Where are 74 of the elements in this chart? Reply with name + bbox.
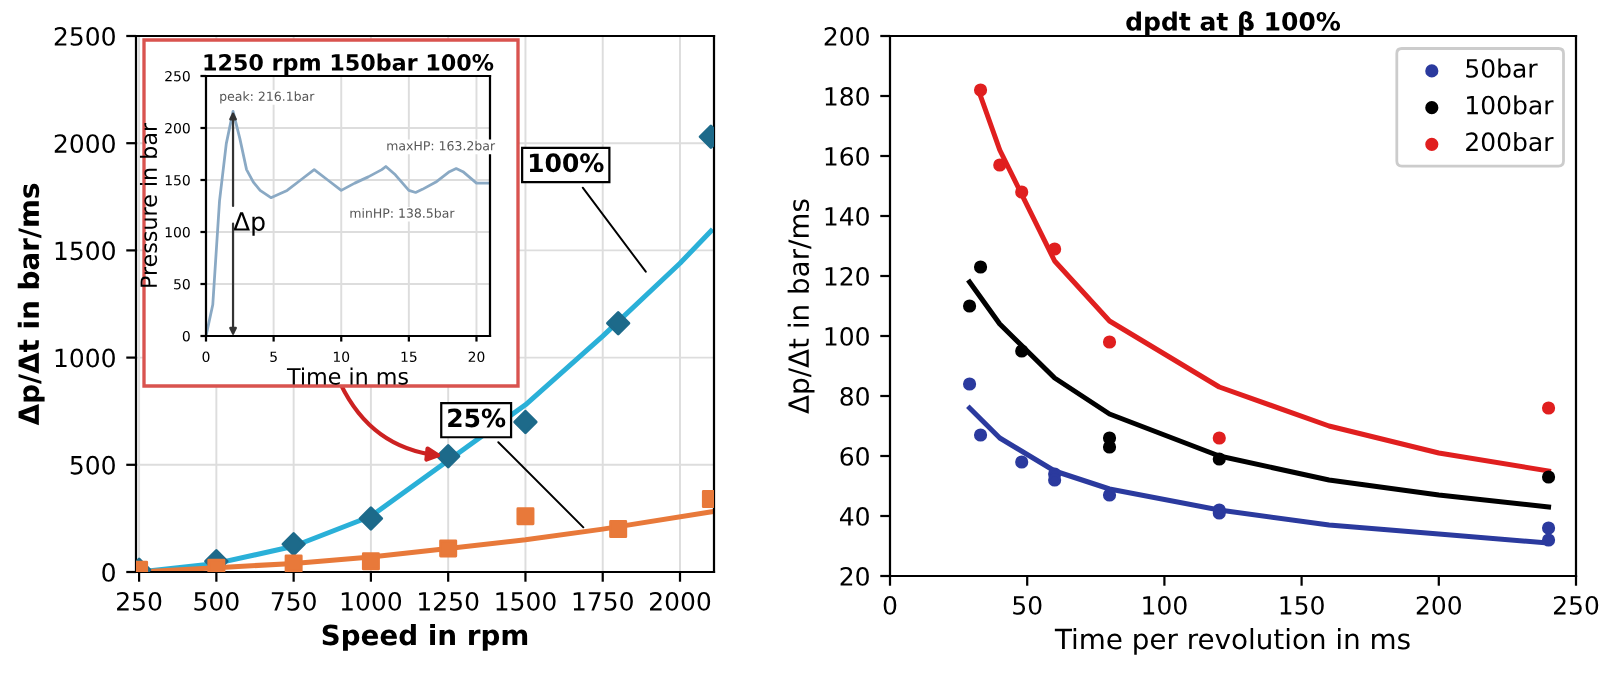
y-tick-label: 1500	[55, 241, 115, 261]
y-tick-label: 200	[824, 26, 869, 46]
chart-title: dpdt at β 100%	[1126, 11, 1341, 36]
line-series	[967, 279, 1552, 510]
y-tick-label: 100	[825, 326, 869, 346]
x-tick-label: 100	[1143, 595, 1187, 615]
legend-label: 200bar	[1466, 131, 1554, 152]
point	[1212, 452, 1226, 466]
point	[1015, 455, 1029, 469]
x-tick-label: 1500	[496, 591, 556, 611]
point	[284, 554, 303, 572]
y-axis-title: Δp/Δt in bar/ms	[787, 199, 815, 414]
point	[1541, 521, 1556, 535]
point	[1102, 335, 1117, 349]
point	[516, 507, 535, 526]
y-tick-label: 40	[839, 506, 869, 526]
annotation: 25%	[448, 408, 506, 428]
y-tick-label: 0	[102, 562, 115, 582]
y-tick-label: 60	[840, 446, 869, 466]
point	[993, 158, 1007, 172]
x-axis-title: Time in ms	[286, 367, 408, 385]
point	[962, 377, 977, 391]
y-axis-title: Pressure in bar	[139, 122, 158, 287]
y-tick-label: 2000	[54, 134, 115, 154]
point	[1102, 440, 1117, 454]
x-tick-label: 50	[1013, 595, 1042, 615]
point	[439, 539, 458, 558]
point	[973, 83, 988, 97]
legend-label: 100bar	[1467, 95, 1554, 115]
x-tick-label: 750	[271, 591, 316, 611]
y-tick-label: 140	[825, 206, 869, 226]
annotation: Δp	[233, 212, 265, 236]
x-tick-label: 0	[883, 595, 897, 615]
y-tick-label: 20	[840, 566, 869, 586]
point	[361, 552, 380, 571]
y-tick-label: 180	[825, 86, 869, 106]
y-tick-label: 120	[825, 266, 869, 286]
x-tick-label: 250	[117, 591, 162, 611]
y-tick-label: 160	[825, 146, 869, 166]
point	[1541, 401, 1556, 415]
point	[1541, 533, 1556, 547]
x-tick-label: 150	[1280, 595, 1324, 615]
x-axis-title: Time per revolution in ms	[1054, 627, 1410, 655]
point	[609, 520, 628, 539]
point	[1015, 185, 1029, 199]
legend-label: 50bar	[1466, 58, 1538, 78]
point	[358, 506, 384, 531]
point	[513, 409, 538, 435]
x-tick-label: 2000	[650, 591, 711, 611]
annotation: 100%	[529, 153, 604, 173]
x-tick-label: 1000	[341, 591, 402, 611]
point	[1212, 431, 1226, 445]
point	[1541, 470, 1556, 484]
x-tick-label: 500	[194, 591, 239, 611]
x-tick-label: 1750	[573, 591, 633, 611]
x-axis-title: Speed in rpm	[322, 623, 528, 651]
point	[962, 299, 977, 313]
chart-title: 1250 rpm 150bar 100%	[204, 53, 494, 76]
point	[606, 311, 631, 336]
x-tick-label: 200	[1416, 595, 1461, 615]
x-tick-label: 1250	[419, 591, 479, 611]
point	[281, 531, 306, 557]
point	[436, 444, 461, 469]
y-axis-title: Δp/Δt in bar/ms	[17, 183, 45, 426]
point	[1048, 242, 1062, 256]
point	[1102, 488, 1117, 502]
x-tick-label: 250	[1553, 595, 1599, 615]
point	[1015, 344, 1029, 358]
y-tick-label: 2500	[54, 26, 115, 46]
point	[973, 428, 988, 442]
point	[973, 260, 988, 274]
y-tick-label: 500	[70, 455, 115, 475]
y-tick-label: 80	[840, 386, 869, 406]
point	[207, 558, 226, 572]
